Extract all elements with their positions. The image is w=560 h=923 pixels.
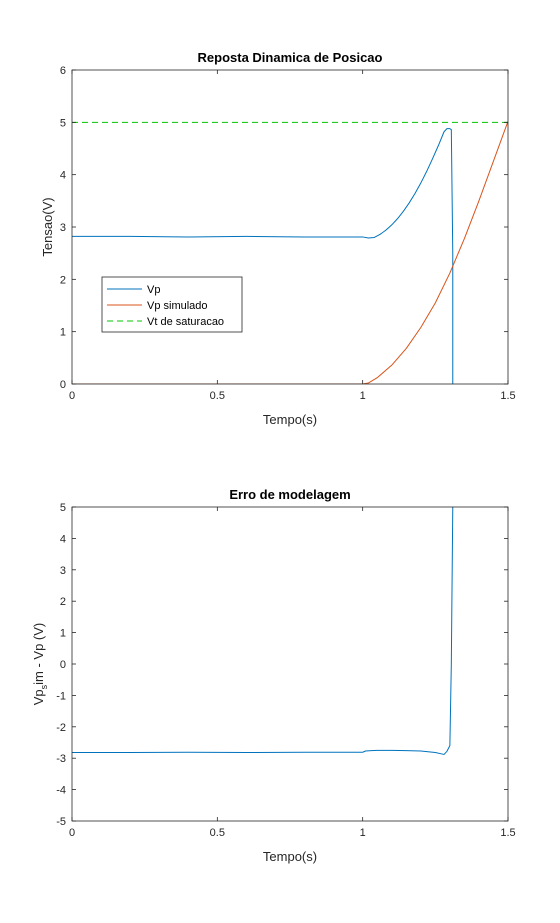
modeling-error-ytick-label: 0 [60,659,66,671]
position-response-xtick-label: 0 [69,390,75,402]
modeling-error-title: Erro de modelagem [229,487,350,502]
position-response-ticks: 0 0.5 1 1.5 0 1 2 3 4 5 6 [60,65,516,402]
position-response-xtick-label: 1.5 [500,390,515,402]
legend-label-vp: Vp [147,284,160,296]
modeling-error-xtick-label: 0.5 [210,827,225,839]
modeling-error-ytick-label: -5 [56,816,66,828]
position-response-xlabel: Tempo(s) [263,412,317,427]
modeling-error-ytick-label: 4 [60,533,66,545]
modeling-error-xtick-label: 1 [360,827,366,839]
position-response-series-vp [72,128,454,384]
modeling-error-xtick-label: 1.5 [500,827,515,839]
modeling-error-axes: 0 0.5 1 1.5 -5 -4 -3 -2 -1 0 1 2 3 4 5 Erro de modelag… [31,487,516,864]
modeling-error-ylabel-rest: im - Vp (V) [31,623,46,685]
modeling-error-ytick-label: 3 [60,565,66,577]
modeling-error-lines [72,507,454,755]
modeling-error-ylabel: Vpsim - Vp (V) [31,623,49,706]
modeling-error-xtick-label: 0 [69,827,75,839]
position-response-ytick-label: 3 [60,222,66,234]
modeling-error-ticks: 0 0.5 1 1.5 -5 -4 -3 -2 -1 0 1 2 3 4 5 [56,502,515,839]
position-response-ytick-label: 6 [60,65,66,77]
position-response-ytick-label: 0 [60,379,66,391]
position-response-title: Reposta Dinamica de Posicao [198,50,383,65]
modeling-error-ytick-label: -1 [56,690,66,702]
position-response-ytick-label: 5 [60,117,66,129]
legend-label-vt-saturacao: Vt de saturacao [147,316,224,328]
modeling-error-ytick-label: -3 [56,753,66,765]
position-response-xtick-label: 1 [360,390,366,402]
modeling-error-ylabel-main: Vp [31,689,46,705]
legend-label-vp-simulado: Vp simulado [147,300,208,312]
modeling-error-ytick-label: -2 [56,722,66,734]
position-response-xtick-label: 0.5 [210,390,225,402]
modeling-error-xlabel: Tempo(s) [263,849,317,864]
modeling-error-ytick-label: -4 [56,785,66,797]
modeling-error-series-0 [72,507,454,755]
modeling-error-ytick-label: 2 [60,596,66,608]
modeling-error-ylabel-sub: s [39,684,49,689]
legend: Vp Vp simulado Vt de saturacao [101,276,243,333]
modeling-error-ytick-label: 1 [60,628,66,640]
position-response-ylabel: Tensao(V) [40,197,55,256]
position-response-ytick-label: 1 [60,327,66,339]
position-response-axes: 0 0.5 1 1.5 0 1 2 3 4 5 6 Reposta Dinamica de Posi… [40,50,516,427]
modeling-error-ytick-label: 5 [60,502,66,514]
position-response-ytick-label: 2 [60,274,66,286]
position-response-ytick-label: 4 [60,170,66,182]
